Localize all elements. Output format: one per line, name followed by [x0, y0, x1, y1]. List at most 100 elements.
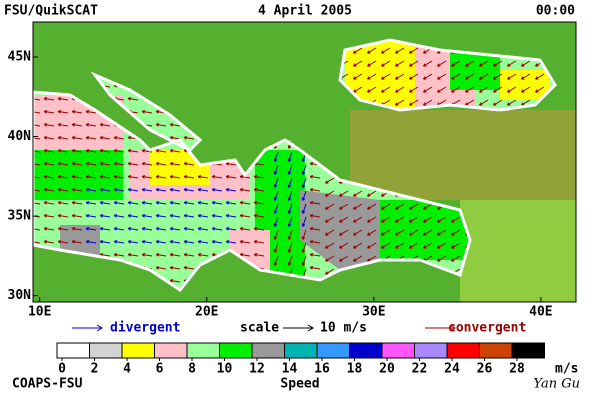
- wind-arrow: [394, 216, 405, 223]
- wind-arrow: [155, 239, 167, 244]
- wind-arrow: [99, 213, 111, 218]
- wind-arrow: [287, 255, 293, 266]
- wind-arrow: [33, 161, 41, 166]
- wind-arrow: [71, 109, 83, 114]
- wind-arrow: [352, 60, 363, 67]
- wind-arrow: [71, 148, 83, 153]
- colorbar-box: [89, 342, 123, 359]
- wind-arrow: [211, 226, 223, 231]
- wind-arrow: [366, 86, 377, 93]
- wind-arrow: [309, 200, 321, 205]
- lat-label: 45N: [8, 50, 32, 65]
- wind-arrow: [408, 216, 419, 223]
- wind-arrow: [127, 252, 139, 257]
- wind-arrow: [324, 242, 335, 249]
- wind-arrow: [338, 203, 349, 210]
- wind-arrow: [301, 177, 307, 188]
- wind-arrow: [324, 216, 335, 223]
- wind-arrow: [380, 47, 391, 54]
- wind-arrow: [380, 242, 391, 249]
- wind-arrow: [352, 229, 363, 236]
- wind-arrow: [211, 213, 223, 218]
- wind-arrow: [239, 200, 251, 205]
- wind-arrow: [380, 229, 391, 236]
- wind-arrow: [520, 86, 531, 93]
- colorbar-box: [316, 342, 350, 359]
- wind-arrow: [436, 60, 447, 67]
- colorbar-box: [479, 342, 513, 359]
- wind-arrow: [506, 86, 517, 93]
- wind-arrow: [169, 252, 181, 257]
- wind-arrow: [113, 187, 125, 192]
- wind-arrow: [506, 73, 517, 80]
- wind-arrow: [352, 255, 363, 262]
- wind-arrow: [183, 200, 195, 205]
- colorbar-box: [414, 342, 448, 359]
- wind-arrow: [534, 73, 545, 80]
- colorbar-label: 24: [444, 362, 460, 377]
- wind-arrow: [408, 47, 419, 54]
- wind-arrow: [141, 252, 153, 257]
- wind-arrow: [71, 200, 83, 205]
- colorbar-title: Speed: [280, 377, 319, 392]
- wind-arrow: [197, 226, 209, 231]
- wind-arrow: [33, 109, 41, 114]
- wind-arrow: [85, 161, 97, 166]
- wind-arrow: [273, 255, 279, 266]
- wind-arrow: [141, 148, 153, 153]
- wind-arrow: [71, 213, 83, 218]
- wind-arrow: [301, 164, 307, 175]
- wind-arrow: [141, 213, 153, 218]
- lon-label: 40E: [529, 305, 552, 320]
- divergent-label: divergent: [110, 321, 180, 336]
- wind-arrow: [464, 60, 475, 67]
- wind-arrow: [99, 122, 111, 127]
- wind-arrow: [352, 47, 363, 54]
- wind-arrow: [169, 200, 181, 205]
- lowland: [460, 200, 576, 302]
- wind-arrow: [99, 135, 111, 140]
- wind-arrow: [85, 148, 97, 153]
- wind-arrow: [155, 122, 167, 127]
- wind-arrow: [380, 86, 391, 93]
- wind-arrow: [422, 229, 433, 236]
- wind-arrow: [33, 239, 41, 244]
- wind-arrow: [57, 213, 69, 218]
- wind-arrow: [211, 200, 223, 205]
- wind-arrow: [99, 200, 111, 205]
- wind-arrow: [394, 47, 405, 54]
- wind-arrow: [478, 73, 489, 80]
- wind-arrow: [85, 226, 97, 231]
- wind-arrow: [324, 203, 335, 210]
- wind-arrow: [155, 252, 167, 257]
- wind-arrow: [492, 60, 503, 67]
- colorbar-label: 14: [282, 362, 298, 377]
- colorbar-label: 10: [217, 362, 233, 377]
- wind-arrow: [155, 200, 167, 205]
- wind-arrow: [57, 109, 69, 114]
- wind-arrow: [506, 99, 517, 106]
- wind-arrow: [301, 242, 307, 253]
- wind-arrow: [225, 213, 237, 218]
- wind-arrow: [57, 161, 69, 166]
- wind-arrow: [225, 226, 237, 231]
- wind-arrow: [57, 200, 69, 205]
- wind-arrow: [534, 86, 545, 93]
- colorbar-box: [381, 342, 415, 359]
- wind-arrow: [352, 203, 363, 210]
- wind-arrow: [273, 216, 279, 227]
- wind-arrow: [85, 239, 97, 244]
- wind-arrow: [85, 109, 97, 114]
- wind-arrow: [394, 73, 405, 80]
- wind-arrow: [33, 187, 41, 192]
- wind-arrow: [113, 252, 125, 257]
- lat-label: 30N: [8, 288, 32, 303]
- map: [31, 21, 577, 303]
- wind-arrow: [273, 190, 279, 201]
- wind-arrow: [338, 242, 349, 249]
- wind-arrow: [366, 47, 377, 54]
- wind-arrow: [450, 255, 461, 262]
- wind-arrow: [422, 99, 433, 106]
- wind-arrow: [338, 229, 349, 236]
- wind-arrow: [169, 148, 181, 153]
